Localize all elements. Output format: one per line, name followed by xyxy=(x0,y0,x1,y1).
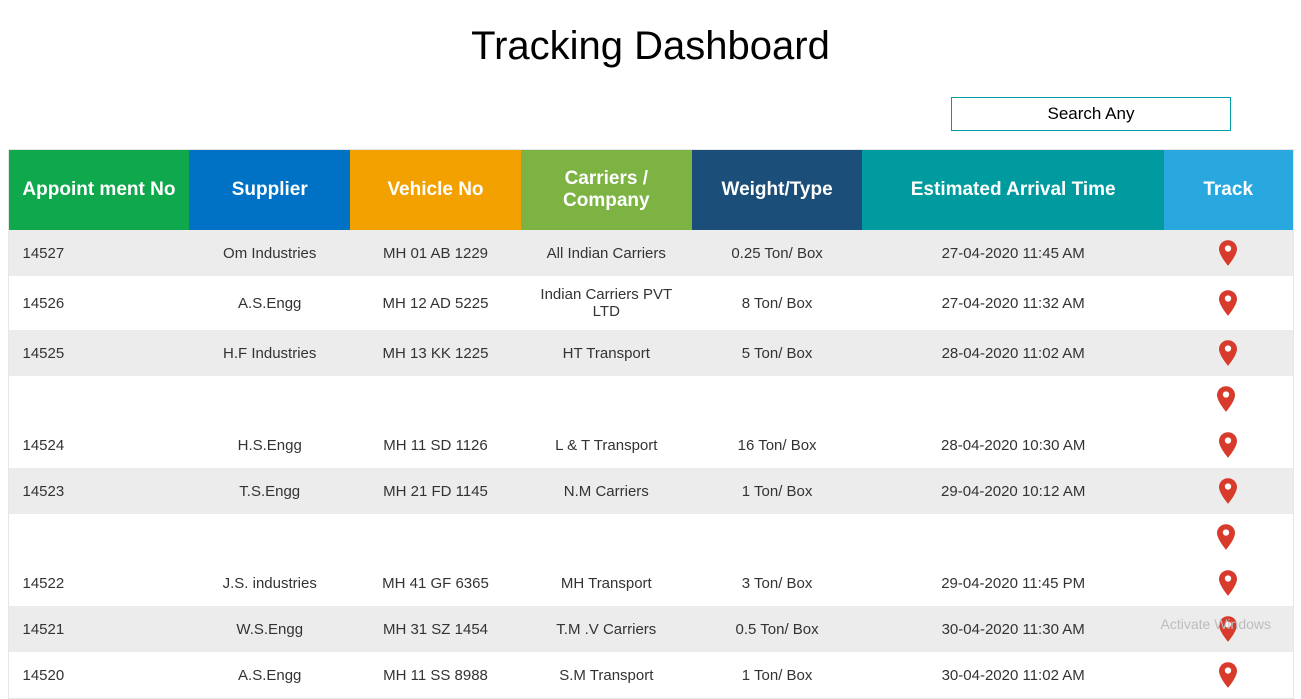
map-pin-icon[interactable] xyxy=(1219,666,1237,683)
cell-track xyxy=(1164,330,1293,376)
tracking-table: Appoint ment NoSupplierVehicle NoCarrier… xyxy=(9,150,1293,698)
cell-carrier: S.M Transport xyxy=(521,652,692,698)
table-row: 14526A.S.EnggMH 12 AD 5225Indian Carrier… xyxy=(9,276,1293,330)
cell-track xyxy=(1164,468,1293,514)
cell-weight-type: 1 Ton/ Box xyxy=(692,468,863,514)
column-header: Carriers / Company xyxy=(521,150,692,230)
cell-appointment-no: 14526 xyxy=(9,276,190,330)
cell-supplier: A.S.Engg xyxy=(189,276,350,330)
cell-weight-type: 0.5 Ton/ Box xyxy=(692,606,863,652)
search-input[interactable] xyxy=(951,97,1231,131)
cell-weight-type: 5 Ton/ Box xyxy=(692,330,863,376)
cell-weight-type: 0.25 Ton/ Box xyxy=(692,230,863,276)
cell-eta: 29-04-2020 10:12 AM xyxy=(862,468,1163,514)
cell-weight-type: 1 Ton/ Box xyxy=(692,652,863,698)
column-header: Track xyxy=(1164,150,1293,230)
cell-vehicle-no: MH 11 SD 1126 xyxy=(350,422,521,468)
cell-carrier: N.M Carriers xyxy=(521,468,692,514)
cell-carrier: MH Transport xyxy=(521,560,692,606)
cell-carrier: L & T Transport xyxy=(521,422,692,468)
cell-appointment-no: 14527 xyxy=(9,230,190,276)
column-header: Weight/Type xyxy=(692,150,863,230)
activate-windows-watermark: Activate Windows xyxy=(1161,616,1271,632)
cell-weight-type: 8 Ton/ Box xyxy=(692,276,863,330)
column-header: Appoint ment No xyxy=(9,150,190,230)
extra-pin-cell xyxy=(9,514,1293,560)
cell-vehicle-no: MH 11 SS 8988 xyxy=(350,652,521,698)
cell-supplier: H.F Industries xyxy=(189,330,350,376)
cell-carrier: All Indian Carriers xyxy=(521,230,692,276)
cell-supplier: A.S.Engg xyxy=(189,652,350,698)
column-header: Vehicle No xyxy=(350,150,521,230)
table-header-row: Appoint ment NoSupplierVehicle NoCarrier… xyxy=(9,150,1293,230)
table-row: 14521W.S.EnggMH 31 SZ 1454T.M .V Carrier… xyxy=(9,606,1293,652)
cell-track xyxy=(1164,560,1293,606)
cell-track xyxy=(1164,652,1293,698)
table-row: 14524H.S.EnggMH 11 SD 1126L & T Transpor… xyxy=(9,422,1293,468)
column-header: Estimated Arrival Time xyxy=(862,150,1163,230)
cell-track xyxy=(1164,230,1293,276)
cell-eta: 29-04-2020 11:45 PM xyxy=(862,560,1163,606)
table-row: 14520A.S.EnggMH 11 SS 8988S.M Transport1… xyxy=(9,652,1293,698)
cell-eta: 27-04-2020 11:32 AM xyxy=(862,276,1163,330)
cell-carrier: HT Transport xyxy=(521,330,692,376)
search-row xyxy=(0,97,1301,149)
table-row-extra-pin xyxy=(9,514,1293,560)
column-header: Supplier xyxy=(189,150,350,230)
cell-eta: 30-04-2020 11:30 AM xyxy=(862,606,1163,652)
map-pin-icon[interactable] xyxy=(1219,344,1237,361)
cell-track xyxy=(1164,422,1293,468)
cell-eta: 30-04-2020 11:02 AM xyxy=(862,652,1163,698)
cell-weight-type: 3 Ton/ Box xyxy=(692,560,863,606)
cell-appointment-no: 14525 xyxy=(9,330,190,376)
tracking-table-wrap: Appoint ment NoSupplierVehicle NoCarrier… xyxy=(8,149,1294,699)
cell-appointment-no: 14524 xyxy=(9,422,190,468)
table-row: 14523T.S.EnggMH 21 FD 1145N.M Carriers1 … xyxy=(9,468,1293,514)
cell-vehicle-no: MH 13 KK 1225 xyxy=(350,330,521,376)
cell-supplier: T.S.Engg xyxy=(189,468,350,514)
map-pin-icon[interactable] xyxy=(1217,528,1235,545)
cell-eta: 28-04-2020 10:30 AM xyxy=(862,422,1163,468)
page-title: Tracking Dashboard xyxy=(0,0,1301,97)
cell-carrier: T.M .V Carriers xyxy=(521,606,692,652)
cell-supplier: Om Industries xyxy=(189,230,350,276)
map-pin-icon[interactable] xyxy=(1219,574,1237,591)
cell-appointment-no: 14521 xyxy=(9,606,190,652)
map-pin-icon[interactable] xyxy=(1219,436,1237,453)
map-pin-icon[interactable] xyxy=(1217,390,1235,407)
cell-supplier: J.S. industries xyxy=(189,560,350,606)
cell-supplier: H.S.Engg xyxy=(189,422,350,468)
map-pin-icon[interactable] xyxy=(1219,294,1237,311)
cell-appointment-no: 14523 xyxy=(9,468,190,514)
cell-weight-type: 16 Ton/ Box xyxy=(692,422,863,468)
cell-track xyxy=(1164,276,1293,330)
table-row: 14525H.F IndustriesMH 13 KK 1225HT Trans… xyxy=(9,330,1293,376)
map-pin-icon[interactable] xyxy=(1219,482,1237,499)
cell-carrier: Indian Carriers PVT LTD xyxy=(521,276,692,330)
table-row-extra-pin xyxy=(9,376,1293,422)
cell-vehicle-no: MH 01 AB 1229 xyxy=(350,230,521,276)
cell-vehicle-no: MH 12 AD 5225 xyxy=(350,276,521,330)
cell-eta: 28-04-2020 11:02 AM xyxy=(862,330,1163,376)
cell-supplier: W.S.Engg xyxy=(189,606,350,652)
cell-vehicle-no: MH 31 SZ 1454 xyxy=(350,606,521,652)
table-row: 14527Om IndustriesMH 01 AB 1229All India… xyxy=(9,230,1293,276)
cell-appointment-no: 14520 xyxy=(9,652,190,698)
extra-pin-cell xyxy=(9,376,1293,422)
cell-eta: 27-04-2020 11:45 AM xyxy=(862,230,1163,276)
map-pin-icon[interactable] xyxy=(1219,244,1237,261)
table-row: 14522J.S. industriesMH 41 GF 6365MH Tran… xyxy=(9,560,1293,606)
cell-appointment-no: 14522 xyxy=(9,560,190,606)
cell-vehicle-no: MH 21 FD 1145 xyxy=(350,468,521,514)
cell-vehicle-no: MH 41 GF 6365 xyxy=(350,560,521,606)
